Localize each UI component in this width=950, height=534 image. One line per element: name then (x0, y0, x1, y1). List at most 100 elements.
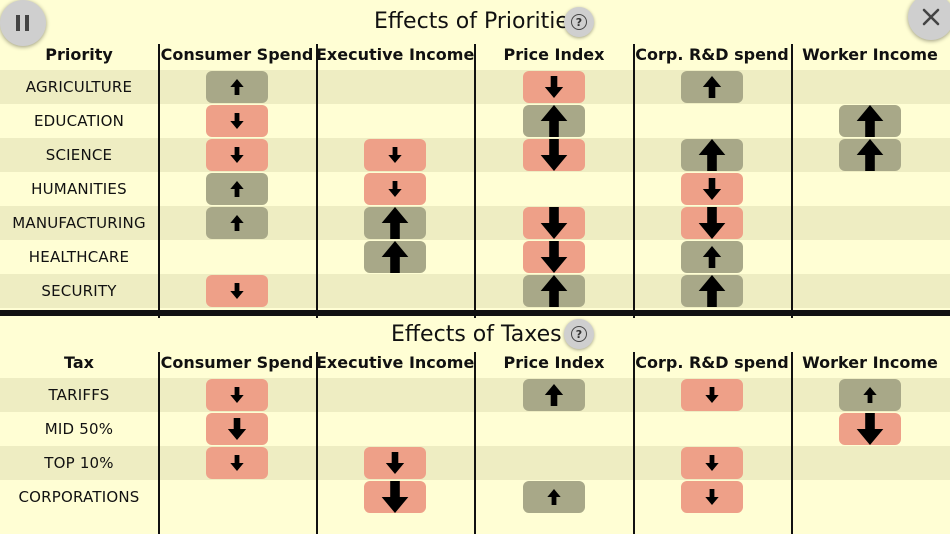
close-button[interactable] (908, 0, 950, 40)
arrow-up-icon (856, 105, 884, 137)
effect-down-cell (206, 413, 268, 445)
effect-down-cell (364, 447, 426, 479)
row-label[interactable]: SECURITY (41, 282, 117, 300)
row-label[interactable]: MID 50% (44, 420, 114, 438)
effect-down-cell (206, 379, 268, 411)
arrow-down-icon (698, 207, 726, 239)
column-header: Price Index (503, 353, 605, 372)
arrow-down-icon (230, 283, 244, 299)
arrow-down-icon (544, 76, 564, 98)
row-label[interactable]: TOP 10% (44, 454, 114, 472)
effect-down-cell (681, 379, 743, 411)
arrow-down-icon (385, 452, 405, 474)
effect-up-cell (523, 481, 585, 513)
effect-up-cell (523, 275, 585, 307)
arrow-up-icon (863, 387, 877, 403)
arrow-down-icon (388, 181, 402, 197)
arrow-up-icon (856, 139, 884, 171)
arrow-down-icon (230, 147, 244, 163)
arrow-down-icon (540, 139, 568, 171)
effect-up-cell (681, 71, 743, 103)
effect-up-cell (839, 105, 901, 137)
arrow-down-icon (540, 207, 568, 239)
column-header: Price Index (503, 45, 605, 64)
arrow-down-icon (702, 178, 722, 200)
effect-down-cell (206, 139, 268, 171)
priorities-help-button[interactable]: ? (564, 7, 594, 37)
row-label[interactable]: HEALTHCARE (28, 248, 130, 266)
effect-down-cell (681, 447, 743, 479)
section-divider (0, 310, 950, 316)
column-header: Consumer Spend (160, 353, 314, 372)
effect-up-cell (364, 207, 426, 239)
arrow-up-icon (230, 181, 244, 197)
arrow-down-icon (540, 241, 568, 273)
arrow-down-icon (388, 147, 402, 163)
row-label[interactable]: EDUCATION (34, 112, 124, 130)
arrow-up-icon (540, 275, 568, 307)
arrow-up-icon (230, 215, 244, 231)
effect-down-cell (523, 139, 585, 171)
effect-down-cell (364, 173, 426, 205)
column-divider (316, 44, 318, 318)
help-icon: ? (571, 14, 587, 30)
arrow-up-icon (544, 384, 564, 406)
taxes-header-first: Tax (64, 353, 94, 372)
effect-down-cell (681, 481, 743, 513)
taxes-help-button[interactable]: ? (564, 319, 594, 349)
arrow-up-icon (540, 105, 568, 137)
column-header: Consumer Spend (160, 45, 314, 64)
arrow-down-icon (705, 387, 719, 403)
column-header: Executive Income (316, 353, 475, 372)
arrow-up-icon (702, 246, 722, 268)
arrow-down-icon (230, 455, 244, 471)
column-divider (633, 352, 635, 534)
pause-button[interactable] (0, 0, 46, 46)
column-divider (158, 44, 160, 318)
effect-up-cell (206, 71, 268, 103)
effect-up-cell (206, 173, 268, 205)
effect-up-cell (839, 139, 901, 171)
arrow-down-icon (856, 413, 884, 445)
column-divider (474, 44, 476, 318)
row-label[interactable]: SCIENCE (45, 146, 113, 164)
arrow-up-icon (698, 139, 726, 171)
arrow-down-icon (381, 481, 409, 513)
row-label[interactable]: CORPORATIONS (18, 488, 140, 506)
priorities-header-first: Priority (45, 45, 113, 64)
arrow-up-icon (230, 79, 244, 95)
effect-down-cell (523, 241, 585, 273)
effect-up-cell (839, 379, 901, 411)
column-header: Worker Income (802, 45, 938, 64)
column-header: Corp. R&D spend (635, 353, 789, 372)
arrow-up-icon (381, 241, 409, 273)
row-label[interactable]: TARIFFS (48, 386, 110, 404)
arrow-down-icon (705, 455, 719, 471)
effect-down-cell (206, 275, 268, 307)
row-label[interactable]: HUMANITIES (31, 180, 127, 198)
row-label[interactable]: MANUFACTURING (12, 214, 146, 232)
effect-up-cell (681, 241, 743, 273)
effect-down-cell (839, 413, 901, 445)
column-divider (791, 44, 793, 318)
effect-up-cell (681, 275, 743, 307)
taxes-title: Effects of Taxes (391, 322, 562, 347)
row-label[interactable]: AGRICULTURE (25, 78, 133, 96)
column-header: Worker Income (802, 353, 938, 372)
effect-down-cell (364, 139, 426, 171)
column-header: Executive Income (316, 45, 475, 64)
arrow-down-icon (705, 489, 719, 505)
column-header: Corp. R&D spend (635, 45, 789, 64)
effect-down-cell (523, 207, 585, 239)
effect-up-cell (681, 139, 743, 171)
column-divider (474, 352, 476, 534)
column-divider (633, 44, 635, 318)
effect-down-cell (681, 207, 743, 239)
close-icon (922, 8, 940, 26)
arrow-up-icon (547, 489, 561, 505)
arrow-up-icon (702, 76, 722, 98)
help-icon: ? (571, 326, 587, 342)
effect-down-cell (206, 105, 268, 137)
effect-up-cell (523, 105, 585, 137)
column-divider (158, 352, 160, 534)
